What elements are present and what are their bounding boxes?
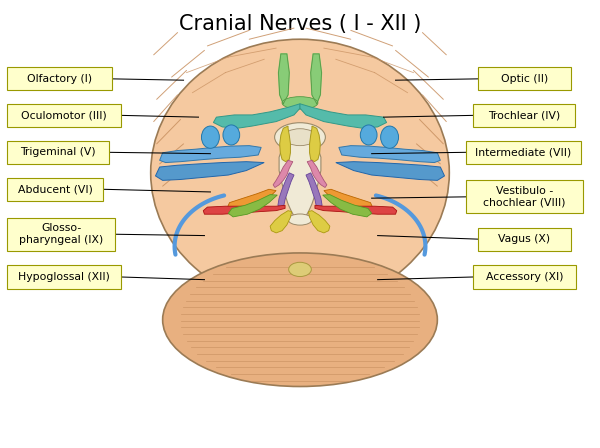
Ellipse shape — [275, 123, 325, 152]
Ellipse shape — [282, 97, 318, 109]
Text: Optic (II): Optic (II) — [500, 74, 548, 84]
Polygon shape — [278, 173, 294, 207]
Polygon shape — [324, 189, 373, 211]
Polygon shape — [307, 160, 327, 188]
FancyBboxPatch shape — [473, 265, 576, 289]
Polygon shape — [280, 126, 290, 162]
Polygon shape — [306, 173, 322, 207]
FancyBboxPatch shape — [7, 178, 103, 201]
Polygon shape — [227, 189, 276, 211]
FancyBboxPatch shape — [7, 104, 121, 127]
Text: Trigeminal (V): Trigeminal (V) — [20, 147, 96, 157]
Ellipse shape — [223, 125, 239, 145]
Polygon shape — [311, 54, 322, 104]
Text: Trochlear (IV): Trochlear (IV) — [488, 110, 560, 121]
Polygon shape — [270, 211, 292, 233]
Text: Intermediate (VII): Intermediate (VII) — [475, 147, 571, 157]
Text: Vestibulo -
chochlear (VIII): Vestibulo - chochlear (VIII) — [484, 186, 566, 207]
FancyBboxPatch shape — [7, 218, 115, 251]
FancyBboxPatch shape — [478, 228, 571, 251]
Ellipse shape — [289, 262, 311, 276]
Polygon shape — [214, 104, 300, 128]
Polygon shape — [203, 205, 285, 214]
Polygon shape — [229, 194, 277, 217]
Ellipse shape — [163, 253, 437, 387]
Polygon shape — [315, 205, 397, 214]
Ellipse shape — [361, 125, 377, 145]
Ellipse shape — [151, 39, 449, 306]
Polygon shape — [323, 194, 371, 217]
FancyBboxPatch shape — [466, 141, 581, 164]
Text: Accessory (XI): Accessory (XI) — [486, 272, 563, 282]
Polygon shape — [279, 139, 321, 220]
Text: Oculomotor (III): Oculomotor (III) — [21, 110, 107, 121]
Text: Glosso-
pharyngeal (IX): Glosso- pharyngeal (IX) — [19, 224, 103, 245]
Text: Olfactory (I): Olfactory (I) — [27, 74, 92, 84]
FancyBboxPatch shape — [473, 104, 575, 127]
Ellipse shape — [284, 129, 316, 146]
FancyBboxPatch shape — [478, 67, 571, 90]
Polygon shape — [336, 162, 445, 181]
Ellipse shape — [380, 126, 398, 148]
FancyBboxPatch shape — [7, 265, 121, 289]
Ellipse shape — [202, 126, 220, 148]
Polygon shape — [155, 162, 264, 181]
Text: Vagus (X): Vagus (X) — [498, 234, 550, 244]
Ellipse shape — [288, 214, 312, 225]
FancyBboxPatch shape — [7, 141, 109, 164]
Polygon shape — [278, 54, 289, 104]
Text: Cranial Nerves ( I - XII ): Cranial Nerves ( I - XII ) — [179, 14, 421, 34]
Polygon shape — [310, 126, 320, 162]
Polygon shape — [273, 160, 293, 188]
Text: Hypoglossal (XII): Hypoglossal (XII) — [18, 272, 110, 282]
FancyBboxPatch shape — [466, 181, 583, 213]
Polygon shape — [160, 146, 261, 163]
Polygon shape — [339, 146, 440, 163]
FancyBboxPatch shape — [7, 67, 112, 90]
Polygon shape — [300, 104, 386, 128]
Polygon shape — [308, 211, 330, 233]
Text: Abducent (VI): Abducent (VI) — [18, 184, 92, 194]
